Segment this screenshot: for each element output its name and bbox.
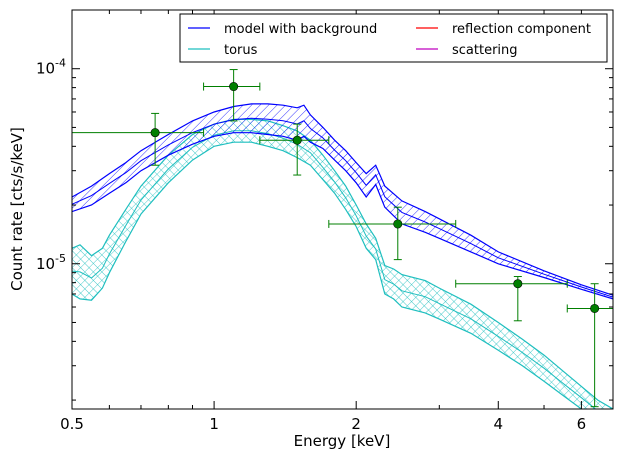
y-tick-label: 10-4 bbox=[36, 57, 66, 78]
torus-median-line bbox=[72, 130, 597, 409]
x-axis: 0.5 1 2 4 6 bbox=[60, 10, 614, 433]
data-point-3 bbox=[259, 123, 330, 176]
model-bands bbox=[72, 103, 613, 409]
legend-label: torus bbox=[224, 43, 258, 58]
legend-entry-model-with-background: model with background bbox=[188, 22, 377, 37]
legend-label: scattering bbox=[452, 43, 518, 58]
model-with-background-upper-line bbox=[72, 103, 613, 296]
legend-entry-reflection-component: reflection component bbox=[416, 22, 591, 37]
data-points bbox=[72, 69, 613, 408]
torus-band bbox=[72, 119, 613, 409]
y-tick-label: 10-5 bbox=[36, 252, 66, 273]
data-point-marker bbox=[393, 219, 403, 229]
model-with-background-lower-line bbox=[72, 132, 613, 300]
y-axis-label: Count rate [cts/s/keV] bbox=[8, 127, 26, 291]
legend-entry-torus: torus bbox=[188, 43, 258, 58]
x-tick-label: 0.5 bbox=[60, 415, 84, 433]
x-tick-label: 2 bbox=[351, 415, 361, 433]
data-point-marker bbox=[150, 128, 160, 138]
x-axis-label: Energy [keV] bbox=[294, 432, 391, 450]
legend-box bbox=[179, 13, 608, 63]
torus-lower-line bbox=[72, 141, 583, 409]
data-point-1 bbox=[72, 112, 205, 166]
data-point-5 bbox=[455, 276, 568, 322]
plot-frame bbox=[71, 9, 614, 410]
model-with-background-band bbox=[72, 103, 613, 299]
data-point-2 bbox=[203, 69, 261, 122]
data-point-6 bbox=[566, 283, 613, 408]
data-point-marker bbox=[590, 303, 600, 313]
data-point-4 bbox=[328, 206, 457, 261]
data-point-marker bbox=[513, 279, 523, 289]
legend-label: model with background bbox=[224, 22, 377, 37]
torus-upper-line bbox=[72, 118, 613, 409]
legend-label: reflection component bbox=[452, 22, 591, 37]
data-point-marker bbox=[229, 82, 239, 92]
legend: model with background reflection componen… bbox=[179, 13, 608, 63]
x-tick-label: 4 bbox=[494, 415, 504, 433]
x-tick-label: 6 bbox=[577, 415, 587, 433]
x-tick-label: 1 bbox=[209, 415, 219, 433]
legend-entry-scattering: scattering bbox=[416, 43, 518, 58]
data-point-marker bbox=[292, 135, 302, 145]
model-with-background-median-line bbox=[72, 117, 613, 298]
y-axis: 10-5 10-4 bbox=[36, 9, 613, 401]
